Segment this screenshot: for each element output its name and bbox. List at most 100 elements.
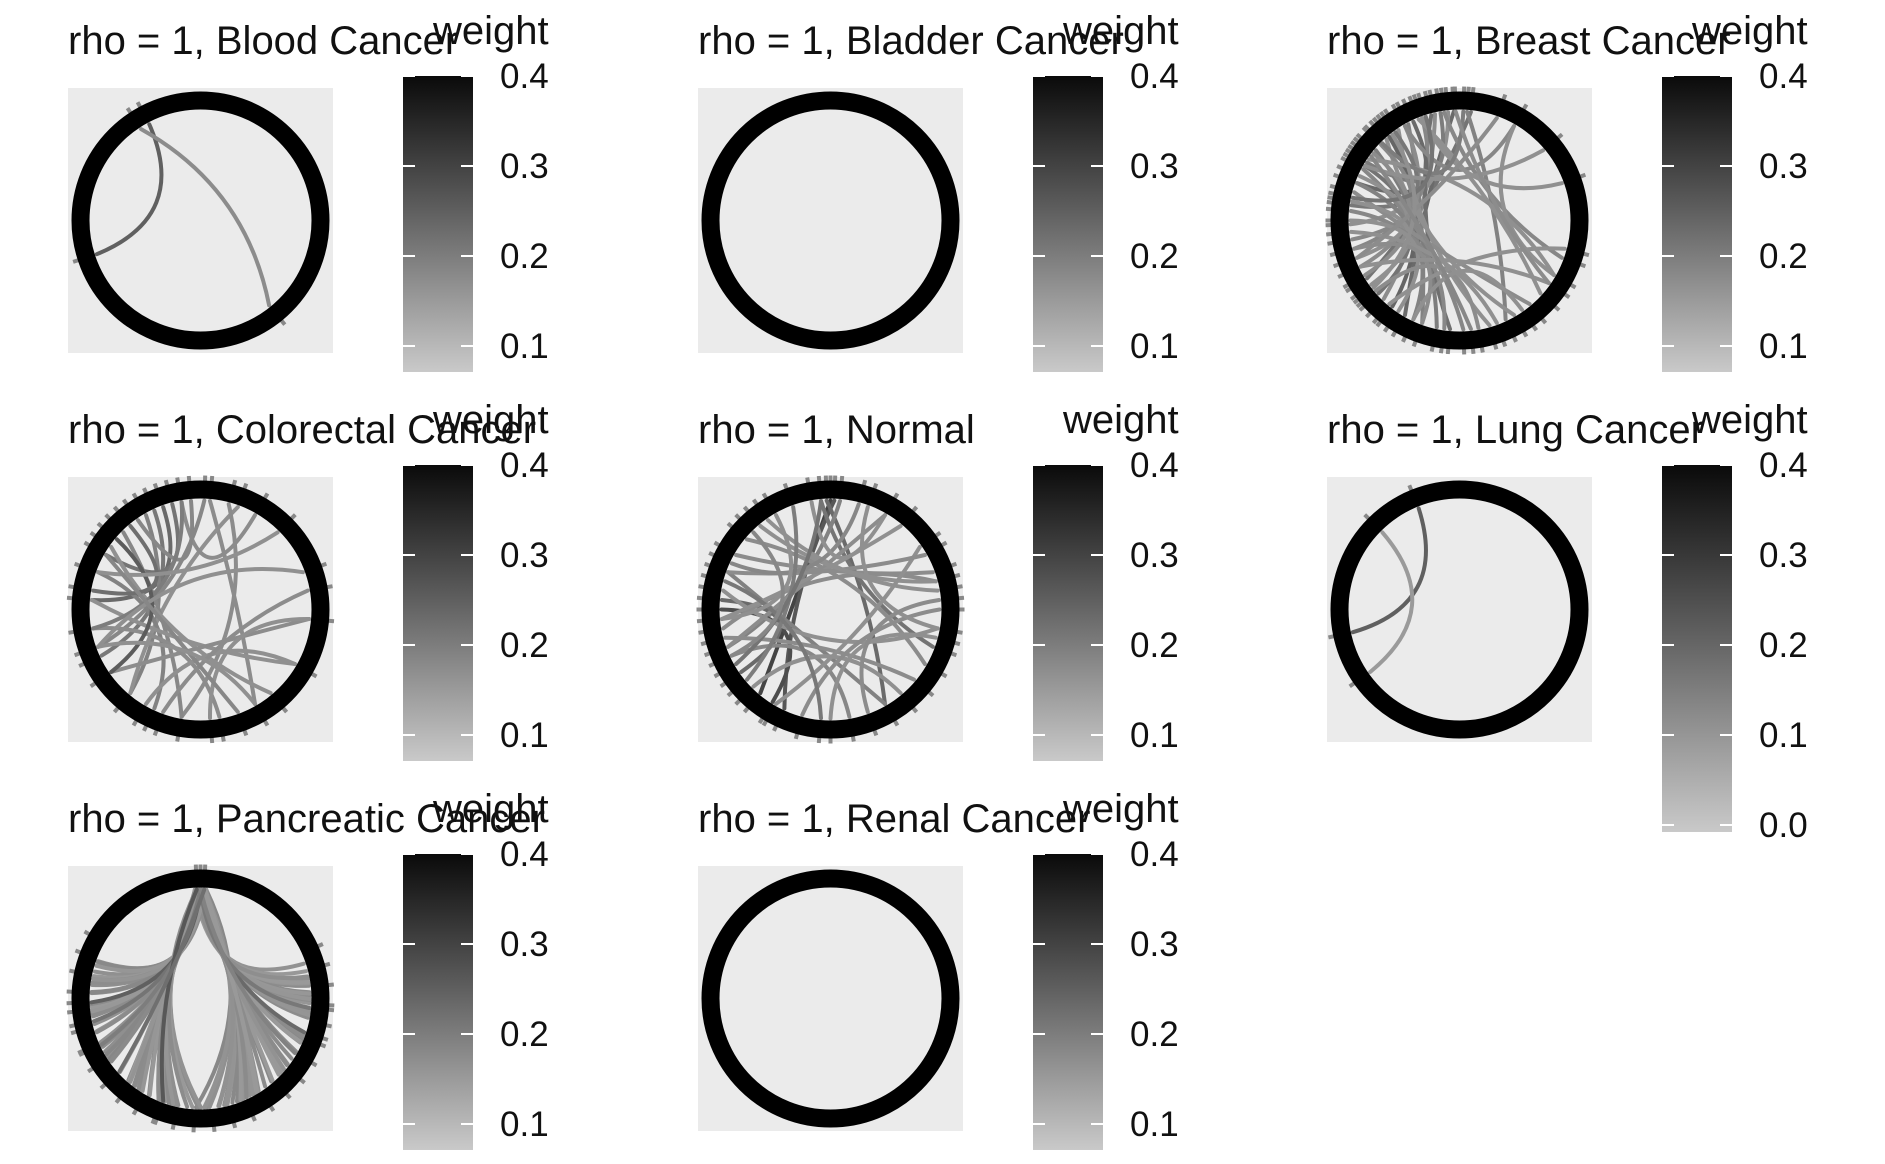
- network-edge: [859, 598, 942, 714]
- network-edge: [109, 617, 312, 674]
- network-edge: [1355, 181, 1425, 322]
- network-edge: [729, 530, 785, 658]
- network-edge: [207, 616, 312, 721]
- network-edge: [1420, 116, 1564, 191]
- network-edge: [94, 122, 164, 257]
- network-edge: [139, 127, 272, 308]
- network-edge: [91, 524, 159, 596]
- panel-title: rho = 1, Bladder Cancer: [698, 19, 1124, 63]
- legend-tick-label: 0.4: [1130, 835, 1179, 874]
- network-edge: [1363, 148, 1545, 181]
- legend-title: weight: [432, 9, 549, 53]
- network-edge: [199, 887, 260, 1094]
- legend-tick-label: 0.1: [500, 1105, 549, 1144]
- panel-title: rho = 1, Renal Cancer: [698, 797, 1090, 841]
- legend-tick-label: 0.1: [1130, 327, 1179, 366]
- network-edge: [1498, 124, 1556, 277]
- network-edge: [1350, 114, 1435, 203]
- network-edge: [1411, 268, 1524, 322]
- network-edge: [726, 553, 927, 576]
- network-edge: [1368, 530, 1415, 674]
- panel-title: rho = 1, Colorectal Cancer: [68, 408, 536, 452]
- legend-tick-label: 0.1: [1759, 716, 1808, 755]
- legend-tick-label: 0.3: [1130, 925, 1179, 964]
- network-edge: [1387, 246, 1567, 306]
- legend-colorbar: [1033, 854, 1103, 1150]
- network-edge: [721, 572, 938, 631]
- legend-tick-label: 0.0: [1759, 806, 1808, 845]
- legend-tick-label: 0.2: [1130, 237, 1179, 276]
- network-edge: [198, 887, 297, 1055]
- legend-tick-label: 0.1: [500, 327, 549, 366]
- panel-title: rho = 1, Breast Cancer: [1327, 19, 1731, 63]
- network-ring: [1330, 480, 1589, 739]
- legend-tick-label: 0.2: [500, 237, 549, 276]
- legend-tick-label: 0.1: [1759, 327, 1808, 366]
- legend-tick-label: 0.3: [1130, 536, 1179, 575]
- legend-tick-label: 0.2: [500, 1015, 549, 1054]
- panel-background: [698, 866, 963, 1131]
- legend-colorbar: [403, 76, 473, 372]
- network-edge: [96, 498, 207, 649]
- legend-tick-label: 0.4: [1759, 446, 1808, 485]
- panel-title: rho = 1, Normal: [698, 408, 975, 452]
- network-edge: [1465, 109, 1508, 322]
- network-edge: [89, 598, 297, 666]
- legend-tick-label: 0.2: [1759, 237, 1808, 276]
- legend-colorbar: [1033, 465, 1103, 761]
- weight-legend: weight 0.0 0.1 0.2 0.3 0.4: [1662, 398, 1808, 845]
- network-edge: [208, 498, 257, 706]
- panel-title: rho = 1, Blood Cancer: [68, 19, 458, 63]
- legend-tick-label: 0.2: [1130, 1015, 1179, 1054]
- weight-legend: weight 0.1 0.2 0.3 0.4: [1033, 9, 1179, 372]
- legend-tick-label: 0.3: [1759, 536, 1808, 575]
- network-edge: [729, 502, 861, 576]
- panel-4: rho = 1, Normal weight 0.1 0.2 0.3 0.4: [696, 398, 1179, 761]
- legend-colorbar: [1662, 76, 1732, 372]
- weight-legend: weight 0.1 0.2 0.3 0.4: [1033, 398, 1179, 761]
- legend-tick-label: 0.3: [1130, 147, 1179, 186]
- legend-title: weight: [1691, 398, 1808, 442]
- legend-tick-label: 0.3: [500, 536, 549, 575]
- network-edge: [758, 524, 938, 584]
- legend-tick-label: 0.4: [500, 57, 549, 96]
- legend-tick-label: 0.2: [1130, 626, 1179, 665]
- network-edge: [1453, 109, 1551, 285]
- network-edge: [159, 887, 199, 1103]
- legend-colorbar: [1033, 76, 1103, 372]
- network-ring: [71, 91, 330, 350]
- network-edge: [745, 537, 927, 666]
- legend-colorbar: [403, 854, 473, 1150]
- legend-tick-label: 0.3: [500, 147, 549, 186]
- network-edge: [136, 498, 195, 562]
- network-edge: [782, 498, 837, 711]
- legend-tick-label: 0.1: [1130, 1105, 1179, 1144]
- panel-background: [698, 88, 963, 353]
- network-edge: [179, 500, 257, 560]
- legend-tick-label: 0.2: [500, 626, 549, 665]
- network-edge: [117, 887, 207, 1074]
- legend-colorbar: [403, 465, 473, 761]
- network-ring: [71, 869, 330, 1128]
- network-ring: [701, 480, 960, 739]
- legend-tick-label: 0.4: [1130, 57, 1179, 96]
- network-ring: [1330, 91, 1589, 350]
- network-edge: [723, 579, 823, 721]
- network-edge: [1350, 506, 1428, 635]
- legend-tick-label: 0.1: [500, 716, 549, 755]
- network-edge: [726, 570, 887, 706]
- network-edge: [128, 505, 240, 695]
- legend-tick-label: 0.4: [1130, 446, 1179, 485]
- network-edge: [104, 553, 240, 714]
- network-edge: [179, 502, 238, 719]
- network-edge: [828, 632, 938, 721]
- network-edge: [723, 635, 916, 682]
- panel-background: [68, 88, 333, 353]
- network-edge: [800, 607, 942, 717]
